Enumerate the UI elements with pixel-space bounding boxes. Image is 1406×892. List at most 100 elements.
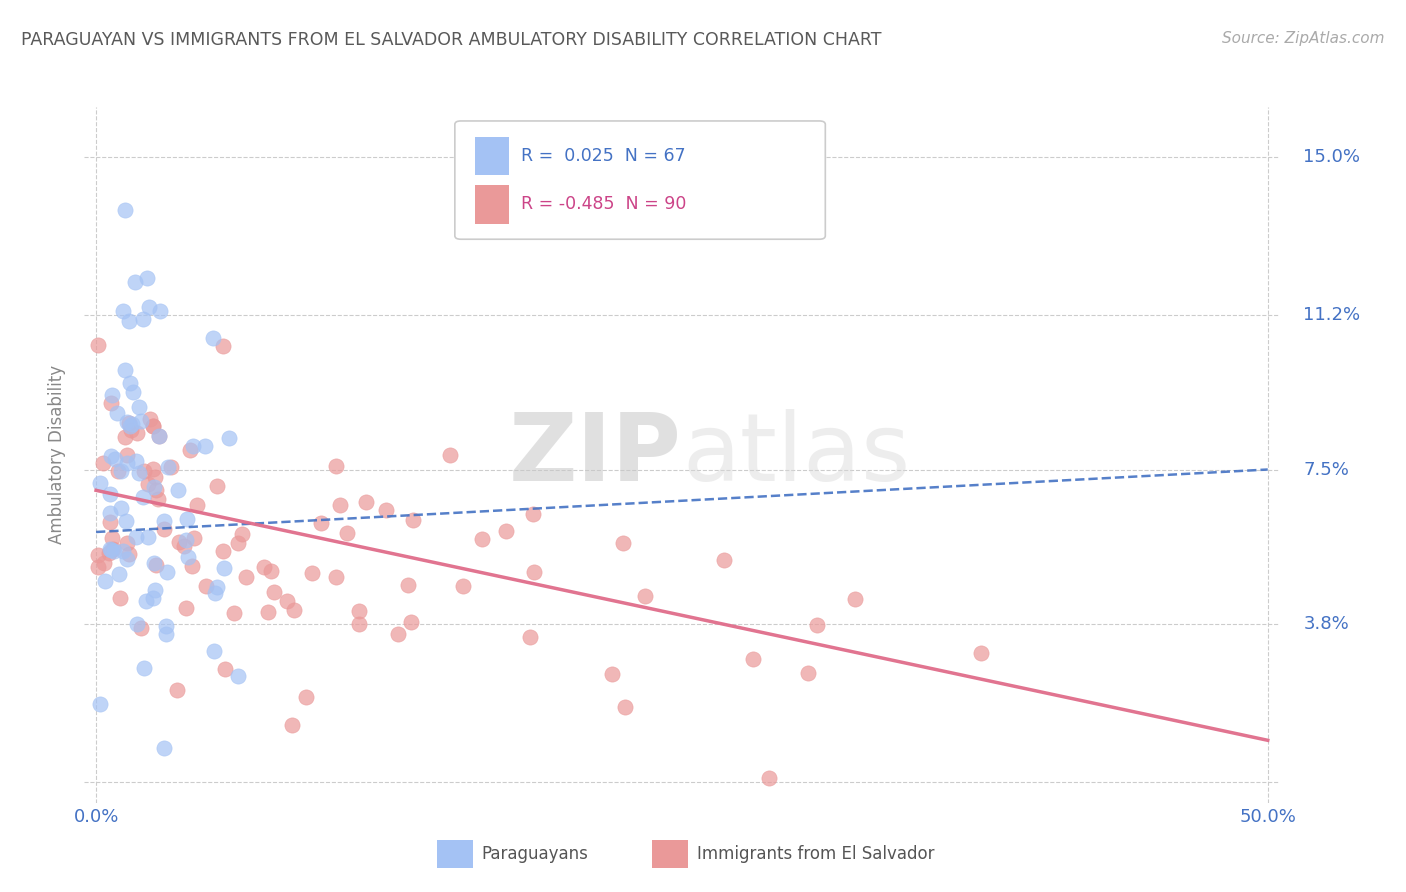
Point xyxy=(336,526,359,541)
Point xyxy=(283,603,305,617)
Point xyxy=(94,574,117,588)
Point xyxy=(134,661,156,675)
Point xyxy=(100,395,122,409)
Point xyxy=(183,531,205,545)
Point xyxy=(129,414,152,428)
Point xyxy=(207,580,229,594)
Point xyxy=(228,535,250,549)
Y-axis label: Ambulatory Disability: Ambulatory Disability xyxy=(48,366,66,544)
Point xyxy=(155,627,177,641)
Point xyxy=(325,570,347,584)
Point xyxy=(108,567,131,582)
Point xyxy=(93,556,115,570)
Point xyxy=(201,331,224,345)
Point xyxy=(115,514,138,528)
Point xyxy=(153,741,176,756)
Point xyxy=(132,312,155,326)
Point xyxy=(970,646,993,660)
Point xyxy=(118,314,141,328)
Text: atlas: atlas xyxy=(682,409,910,501)
Point xyxy=(174,533,197,547)
Point xyxy=(451,579,474,593)
Text: R =  0.025  N = 67: R = 0.025 N = 67 xyxy=(520,147,685,165)
Point xyxy=(143,480,166,494)
Point xyxy=(329,498,352,512)
Point xyxy=(235,569,257,583)
Point xyxy=(129,621,152,635)
Point xyxy=(104,452,127,467)
Point xyxy=(146,491,169,506)
Point xyxy=(145,558,167,573)
Point xyxy=(194,579,217,593)
Point xyxy=(108,591,131,606)
Point xyxy=(110,464,132,478)
Point xyxy=(103,544,125,558)
Point xyxy=(713,553,735,567)
Point xyxy=(124,275,146,289)
Point xyxy=(136,477,159,491)
Point xyxy=(97,546,120,560)
Point xyxy=(399,615,422,629)
Point xyxy=(519,630,541,644)
Point xyxy=(142,591,165,605)
Point xyxy=(167,483,190,498)
Point xyxy=(402,513,425,527)
Point xyxy=(256,605,278,619)
Point xyxy=(89,476,111,491)
FancyBboxPatch shape xyxy=(475,186,509,224)
Point xyxy=(142,418,165,433)
Point xyxy=(115,448,138,462)
Point xyxy=(231,527,253,541)
Point xyxy=(301,566,323,580)
Point xyxy=(157,459,180,474)
Point xyxy=(100,506,122,520)
Point xyxy=(115,415,138,429)
Point xyxy=(142,418,165,433)
Point xyxy=(100,449,122,463)
Point xyxy=(174,601,197,615)
Point xyxy=(612,535,634,549)
Point xyxy=(173,539,195,553)
Point xyxy=(128,467,150,481)
Point xyxy=(471,532,494,546)
Point xyxy=(741,652,763,666)
Text: Source: ZipAtlas.com: Source: ZipAtlas.com xyxy=(1222,31,1385,46)
Text: Immigrants from El Salvador: Immigrants from El Salvador xyxy=(697,845,935,863)
Text: ZIP: ZIP xyxy=(509,409,682,501)
Point xyxy=(112,544,135,558)
Point xyxy=(153,514,176,528)
Point xyxy=(614,700,637,714)
Point xyxy=(139,412,162,426)
Point xyxy=(202,644,225,658)
Point xyxy=(212,561,235,575)
Point xyxy=(148,429,170,443)
Point xyxy=(132,464,155,478)
Point xyxy=(495,524,517,538)
Point xyxy=(796,666,818,681)
Point xyxy=(263,585,285,599)
Point xyxy=(634,589,657,603)
Point xyxy=(121,384,143,399)
Point xyxy=(177,549,200,564)
Point xyxy=(396,578,419,592)
Point xyxy=(110,501,132,516)
Point xyxy=(114,430,136,444)
Point xyxy=(181,439,204,453)
FancyBboxPatch shape xyxy=(456,121,825,239)
Point xyxy=(101,531,124,545)
Point xyxy=(125,454,148,468)
Point xyxy=(276,594,298,608)
Point xyxy=(120,423,142,437)
Point xyxy=(523,566,546,580)
Point xyxy=(214,662,236,676)
Point xyxy=(347,604,370,618)
Text: Paraguayans: Paraguayans xyxy=(481,845,588,863)
Point xyxy=(114,202,136,217)
Point xyxy=(118,419,141,434)
Text: 3.8%: 3.8% xyxy=(1303,615,1350,632)
Point xyxy=(143,469,166,483)
Point xyxy=(758,771,780,785)
Point xyxy=(136,530,159,544)
Point xyxy=(226,668,249,682)
Point xyxy=(125,530,148,544)
